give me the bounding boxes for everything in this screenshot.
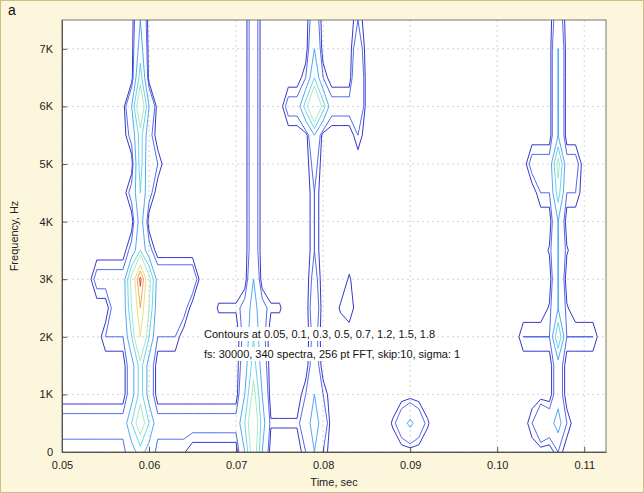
y-tick-mark	[62, 394, 67, 395]
contour-line	[137, 271, 143, 308]
x-tick-label: 0.10	[487, 459, 508, 471]
y-tick: 2K	[40, 331, 67, 343]
y-tick-mark	[62, 222, 67, 223]
contour-line	[62, 20, 597, 452]
plot-group: 0.05 0.06 0.07 0.08 0.09 0.10 0.11 0 1K 2K 3K 4K 5K 6…	[40, 6, 607, 471]
figure-background	[1, 1, 644, 493]
x-tick-label: 0.06	[139, 459, 160, 471]
x-grid-line	[323, 20, 324, 452]
y-tick-label: 0	[47, 446, 53, 458]
x-tick: 0.06	[139, 447, 160, 471]
y-tick-mark	[62, 49, 67, 50]
y-tick: 4K	[40, 216, 67, 228]
panel-label: a	[8, 2, 16, 18]
annotation-background	[202, 327, 437, 341]
x-tick-label: 0.09	[400, 459, 421, 471]
contour-group	[62, 20, 597, 452]
x-tick-mark	[410, 447, 411, 452]
y-tick-label: 1K	[40, 388, 54, 400]
y-tick: 0	[47, 446, 67, 458]
annotations: Contours at 0.05, 0.1, 0.3, 0.5, 0.7, 1.…	[202, 327, 462, 361]
y-grid-line	[62, 164, 606, 165]
y-tick-label: 5K	[40, 158, 54, 170]
x-tick: 0.10	[487, 447, 508, 471]
y-tick: 7K	[40, 43, 67, 55]
annotation: fs: 30000, 340 spectra, 256 pt FFT, skip…	[204, 348, 460, 360]
y-tick-label: 6K	[40, 100, 54, 112]
y-grid-line	[62, 394, 606, 395]
x-axis: 0.05 0.06 0.07 0.08 0.09 0.10 0.11	[52, 447, 607, 471]
y-grid-line	[62, 221, 606, 222]
x-grid-line	[236, 20, 237, 452]
x-grid-line	[584, 20, 585, 452]
x-tick: 0.07	[226, 447, 247, 471]
contour-line	[125, 20, 565, 452]
x-tick: 0.08	[313, 447, 334, 471]
y-tick-mark	[62, 106, 67, 107]
y-tick-label: 2K	[40, 331, 54, 343]
chart-svg: 0.05 0.06 0.07 0.08 0.09 0.10 0.11 0 1K 2K 3K 4K 5K 6…	[0, 0, 644, 493]
y-tick-mark	[62, 452, 67, 453]
x-tick-mark	[323, 447, 324, 452]
y-tick-mark	[62, 164, 67, 165]
x-tick-label: 0.07	[226, 459, 247, 471]
y-tick: 1K	[40, 388, 67, 400]
plot-frame	[62, 20, 606, 452]
y-axis: 0 1K 2K 3K 4K 5K 6K 7K	[40, 21, 67, 459]
y-grid-line	[62, 48, 606, 49]
contour-line	[62, 20, 593, 452]
contour-line	[140, 277, 142, 286]
x-tick-mark	[584, 447, 585, 452]
x-grid-line	[410, 20, 411, 452]
x-tick-mark	[149, 447, 150, 452]
chart-container: 0.05 0.06 0.07 0.08 0.09 0.10 0.11 0 1K 2K 3K 4K 5K 6…	[0, 0, 644, 493]
y-tick-label: 4K	[40, 216, 54, 228]
x-tick-label: 0.05	[52, 459, 73, 471]
x-tick: 0.09	[400, 447, 421, 471]
y-tick-mark	[62, 279, 67, 280]
x-tick-label: 0.11	[574, 459, 595, 471]
y-tick-mark	[62, 337, 67, 338]
x-grid-line	[497, 20, 498, 452]
y-axis-line	[62, 21, 63, 453]
y-tick: 3K	[40, 273, 67, 285]
x-tick-mark	[236, 447, 237, 452]
x-axis-title: Time, sec	[310, 476, 358, 488]
y-tick-label: 3K	[40, 273, 54, 285]
contour-line	[130, 85, 559, 452]
y-tick-label: 7K	[40, 43, 54, 55]
x-axis-line	[63, 452, 607, 453]
x-tick-mark	[497, 447, 498, 452]
contour-line	[135, 265, 146, 337]
annotation: Contours at 0.05, 0.1, 0.3, 0.5, 0.7, 1.…	[204, 328, 435, 340]
x-tick: 0.11	[574, 447, 595, 471]
contour-line	[128, 63, 563, 452]
annotation-background	[202, 347, 462, 361]
x-tick-label: 0.08	[313, 459, 334, 471]
y-tick: 6K	[40, 100, 67, 112]
y-tick: 5K	[40, 158, 67, 170]
y-axis-title: Frequency, Hz	[8, 201, 20, 272]
